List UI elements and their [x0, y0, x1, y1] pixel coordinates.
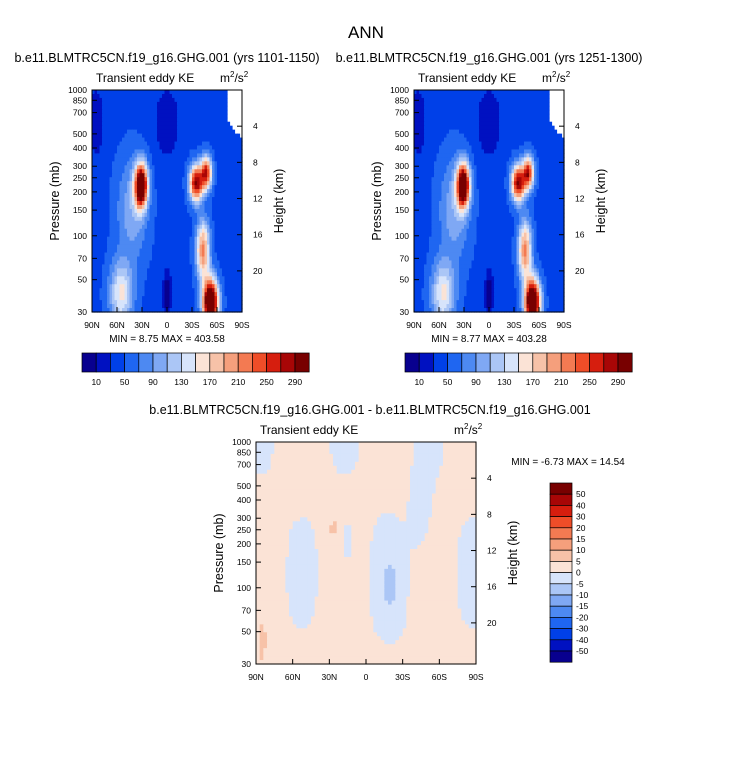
field-cell: [227, 122, 230, 127]
field-cell: [225, 106, 228, 111]
field-cell: [547, 102, 550, 107]
field-cell: [547, 110, 550, 115]
colorbar-swatch: [96, 353, 110, 372]
field-cell: [237, 134, 240, 139]
field-cell: [559, 134, 562, 139]
chart-title: b.e11.BLMTRC5CN.f19_g16.GHG.001 (yrs 125…: [336, 51, 643, 65]
colorbar-label: 90: [148, 377, 158, 387]
chart-1: b.e11.BLMTRC5CN.f19_g16.GHG.001 (yrs 110…: [14, 51, 319, 387]
colorbar-swatch: [281, 353, 295, 372]
colorbar-swatch: [267, 353, 281, 372]
y-tick-label: 700: [73, 108, 87, 118]
field-cell: [225, 118, 228, 123]
field-cell: [230, 126, 233, 131]
field-cell: [547, 114, 550, 119]
contour-field: [414, 90, 565, 313]
colorbar-swatch: [153, 353, 167, 372]
units-sup: 2: [244, 70, 249, 79]
y-tick-label: 100: [73, 231, 87, 241]
units-mid: /s: [234, 71, 243, 85]
y-tick-label: 400: [73, 143, 87, 153]
y-tick-label: 500: [73, 129, 87, 139]
y-tick-label: 50: [78, 275, 88, 285]
colorbar-label: 10: [91, 377, 101, 387]
colorbar-swatch: [82, 353, 96, 372]
colorbar-swatch: [181, 353, 195, 372]
colorbar-swatch: [238, 353, 252, 372]
y-tick-label: 850: [73, 95, 87, 105]
field-cell: [225, 98, 228, 103]
field-cell: [225, 102, 228, 107]
colorbar-swatch: [224, 353, 238, 372]
field-cell: [547, 106, 550, 111]
y-tick-label: 70: [78, 253, 88, 263]
field-cell: [552, 126, 555, 131]
x-tick-label: 60S: [209, 320, 224, 330]
colorbar: 10 50 90 130 170 210 250 290: [82, 353, 309, 387]
field-cell: [554, 130, 557, 135]
units-base: m: [220, 71, 230, 85]
y-right-tick-label: 12: [253, 194, 263, 204]
colorbar-swatch: [252, 353, 266, 372]
colorbar-label: 50: [120, 377, 130, 387]
y-right-tick-label: 8: [253, 157, 258, 167]
x-tick-label: 90N: [84, 320, 100, 330]
y-tick-label: 200: [73, 187, 87, 197]
field-cell: [225, 90, 228, 95]
colorbar-swatch: [295, 353, 309, 372]
colorbar-swatch: [196, 353, 210, 372]
y-right-tick-label: 4: [253, 121, 258, 131]
field-cell: [547, 90, 550, 95]
x-tick-label: 0: [165, 320, 170, 330]
colorbar-swatch: [210, 353, 224, 372]
field-cell: [225, 94, 228, 99]
colorbar-swatch: [110, 353, 124, 372]
figure-title: ANN: [348, 23, 384, 42]
y-tick-label: 250: [73, 173, 87, 183]
field-cell: [232, 130, 235, 135]
field-cell: [547, 94, 550, 99]
x-tick-label: 30S: [184, 320, 199, 330]
field-cell: [547, 98, 550, 103]
colorbar-swatch: [139, 353, 153, 372]
colorbar-label: 250: [260, 377, 274, 387]
y-tick-label: 1000: [68, 85, 87, 95]
colorbar-label: 290: [288, 377, 302, 387]
colorbar-label: 170: [203, 377, 217, 387]
stats-label: MIN = 8.75 MAX = 403.58: [109, 334, 225, 345]
y-axis-label: Pressure (mb): [48, 161, 62, 240]
y-right-tick-label: 20: [253, 266, 263, 276]
field-cell: [549, 122, 552, 127]
colorbar-label: 130: [174, 377, 188, 387]
colorbar-swatch: [125, 353, 139, 372]
x-tick-label: 90S: [234, 320, 249, 330]
subtitle-left: Transient eddy KE: [96, 71, 194, 85]
y-tick-label: 150: [73, 205, 87, 215]
colorbar-swatch: [167, 353, 181, 372]
field-cell: [547, 118, 550, 123]
colorbar-label: 210: [231, 377, 245, 387]
chart-2: b.e11.BLMTRC5CN.f19_g16.GHG.001 (yrs 125…: [336, 51, 643, 387]
units-label: m2/s2: [220, 70, 249, 85]
contour-field: [92, 90, 243, 313]
chart-title: b.e11.BLMTRC5CN.f19_g16.GHG.001 (yrs 110…: [14, 51, 319, 65]
field-cell: [225, 110, 228, 115]
y-tick-label: 30: [78, 307, 88, 317]
field-cell: [225, 114, 228, 119]
y-tick-label: 300: [73, 161, 87, 171]
x-tick-label: 30N: [134, 320, 150, 330]
y-right-axis-label: Height (km): [272, 169, 286, 234]
x-tick-label: 60N: [109, 320, 125, 330]
y-right-tick-label: 16: [253, 230, 263, 240]
